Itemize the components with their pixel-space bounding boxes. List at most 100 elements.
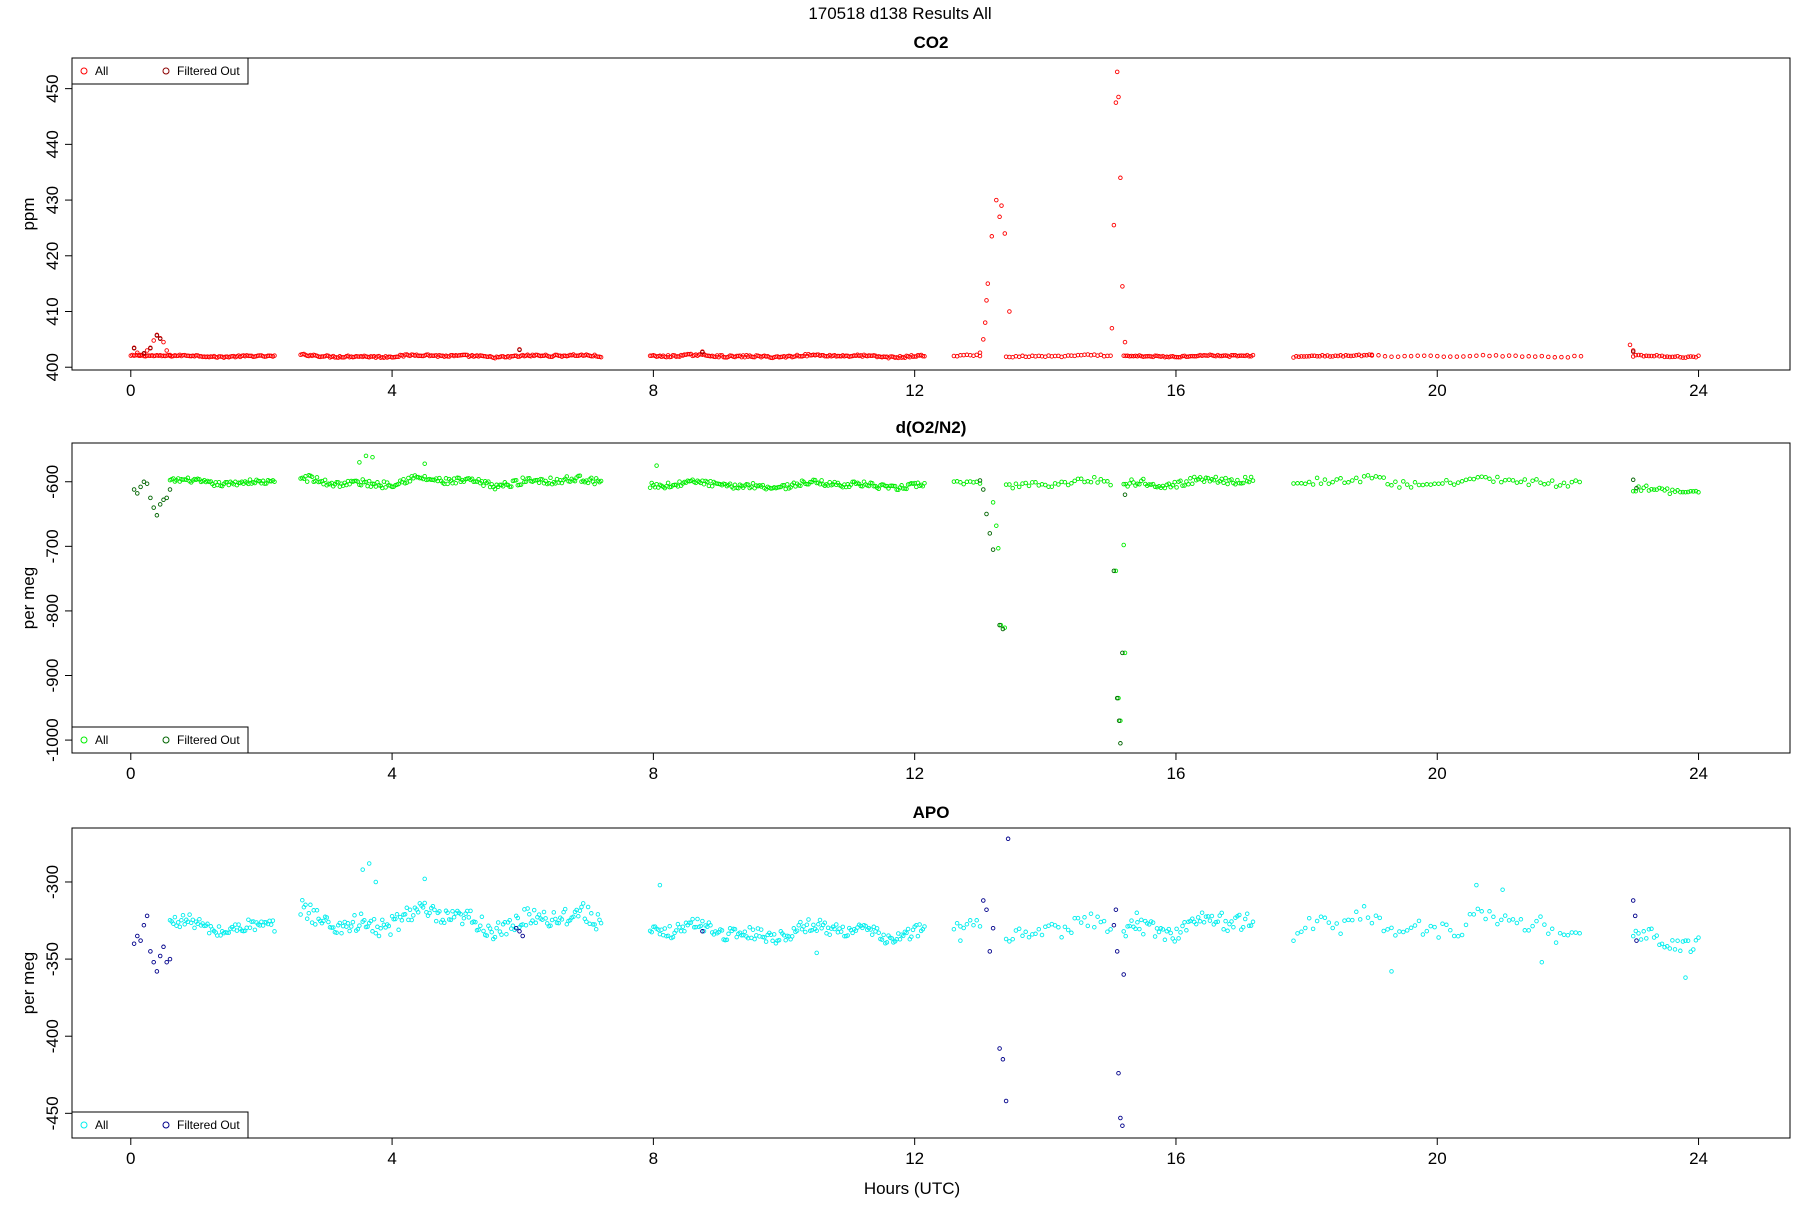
data-point [1135,481,1140,487]
data-point [1569,479,1575,485]
legend-label: All [95,733,108,747]
data-point [1190,481,1195,487]
data-point [1069,930,1074,936]
data-point [1203,914,1209,919]
data-point [845,933,850,938]
data-point [589,911,594,916]
data-point [1334,477,1339,482]
data-point [1664,943,1670,949]
data-point [1293,354,1299,359]
x-tick-label: 24 [1689,381,1708,400]
data-point [430,903,436,909]
data-point [571,914,576,920]
data-point [270,918,276,923]
x-tick-label: 4 [387,381,396,400]
data-point [138,484,143,490]
data-point [1303,925,1308,931]
data-point [1160,927,1166,932]
data-point [989,234,995,239]
data-point [1340,354,1346,359]
data-point [1219,910,1224,916]
data-point [1203,475,1209,481]
data-point [719,928,725,933]
data-point [386,923,392,929]
data-point [1213,919,1219,925]
data-point [548,923,553,928]
data-point [1346,917,1351,923]
data-point [131,346,137,351]
data-point [1314,918,1320,924]
data-point [1221,927,1226,932]
data-point [1333,353,1338,358]
x-tick-label: 16 [1167,1149,1186,1168]
data-point [1428,482,1433,487]
data-point [763,939,769,944]
data-point [304,479,310,484]
data-point [1002,231,1008,236]
data-point [827,932,832,937]
data-point [981,337,986,342]
x-tick-label: 20 [1428,381,1447,400]
data-point [1150,920,1156,925]
data-point [1291,481,1296,486]
data-point [698,923,703,929]
data-point [144,481,150,486]
data-point [803,929,808,935]
data-point [1108,482,1113,488]
data-point [1003,1098,1009,1104]
data-point [1641,929,1646,934]
data-point [1026,934,1032,940]
data-point [1141,476,1146,482]
data-point [272,353,277,358]
data-point [1036,926,1042,932]
series-all [167,861,1701,980]
data-point [164,495,169,501]
data-point [1420,932,1426,937]
data-point [1420,482,1426,488]
legend-label: Filtered Out [177,733,240,747]
data-point [576,913,581,919]
data-point [819,926,824,931]
data-point [1072,478,1077,484]
data-point [1561,480,1567,486]
data-point [1479,474,1484,479]
data-point [1424,482,1430,487]
data-point [1125,484,1130,489]
data-point [190,917,196,923]
data-point [1532,354,1538,359]
data-point [651,924,656,930]
data-point [349,924,354,929]
data-point [1685,354,1691,360]
data-point [247,477,253,482]
data-point [1678,948,1683,954]
data-point [1101,918,1107,924]
data-point [1678,354,1683,360]
data-point [987,531,993,536]
data-point [144,913,150,919]
data-point [1377,475,1383,480]
data-point [357,460,362,465]
data-point [172,914,178,920]
data-point [884,940,890,945]
data-point [1530,923,1535,929]
data-point [1178,930,1183,935]
data-point [1539,353,1545,359]
data-point [990,925,996,931]
data-point [1118,1115,1123,1121]
data-point [1683,355,1688,360]
data-point [407,907,413,913]
data-point [415,910,421,915]
data-point [1351,353,1356,358]
data-point [863,923,868,929]
data-point [1299,354,1304,359]
data-point [1127,481,1132,486]
data-point [192,925,197,931]
data-point [900,933,906,939]
data-point [920,353,926,359]
data-point [481,483,486,488]
data-point [1190,916,1195,921]
data-point [1491,914,1496,920]
data-point [1007,939,1012,944]
data-point [138,938,143,943]
data-point [1135,920,1140,925]
